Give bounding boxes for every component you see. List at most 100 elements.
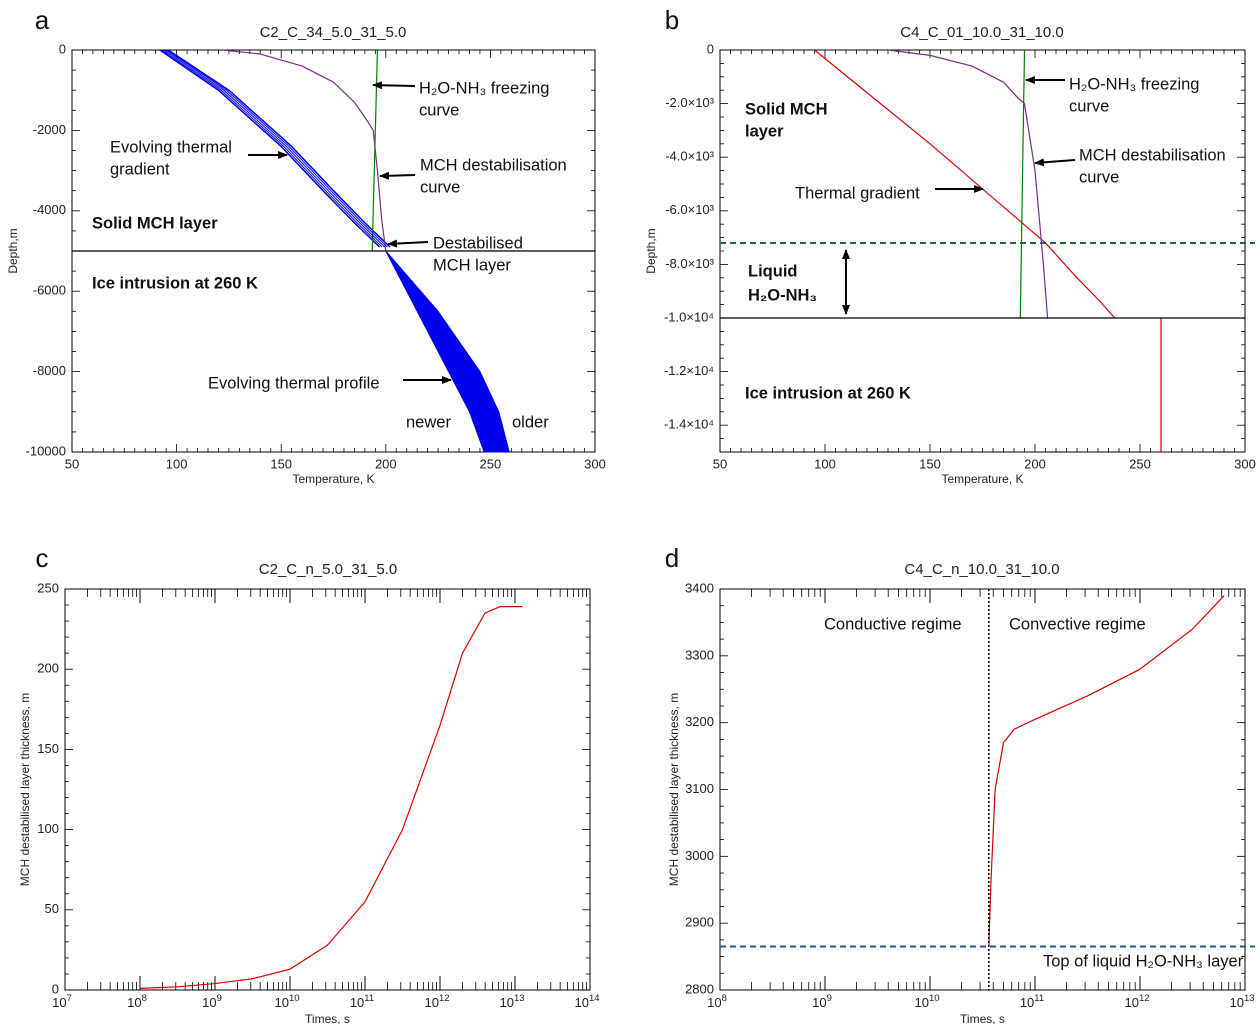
x-tick-label: 50 bbox=[65, 456, 79, 471]
series-line-2 bbox=[887, 49, 1049, 319]
annotation-destab: MCH destabilisation bbox=[420, 156, 567, 174]
x-axis-label: Times, s bbox=[960, 1012, 1005, 1024]
y-tick-label: 2800 bbox=[685, 981, 714, 996]
annotation-conv: Convective regime bbox=[1009, 615, 1146, 633]
annotation-grad: gradient bbox=[110, 160, 170, 178]
y-axis: 0 -2000 -4000 -6000 -8000 -10000 bbox=[26, 41, 595, 458]
y-tick-label: 3100 bbox=[685, 781, 714, 796]
x-tick-label: 107 bbox=[52, 993, 72, 1011]
y-tick-label: 0 bbox=[59, 41, 66, 56]
chart-title: C2_C_n_5.0_31_5.0 bbox=[259, 561, 397, 578]
annotation-freezing: curve bbox=[1069, 97, 1109, 115]
y-tick-label: -1.0×10⁴ bbox=[664, 309, 714, 324]
y-axis-label: Depth,m bbox=[6, 228, 20, 273]
y-tick-label: -4.0×10³ bbox=[665, 149, 714, 164]
y-axis-label: MCH destabilised layer thickness, m bbox=[667, 693, 681, 886]
y-tick-label: -10000 bbox=[26, 443, 66, 458]
y-axis-label: MCH destabilised layer thickness, m bbox=[18, 693, 32, 886]
y-tick-label: -4000 bbox=[33, 202, 66, 217]
annotation-destab: curve bbox=[420, 178, 460, 196]
x-tick-label: 109 bbox=[812, 993, 832, 1011]
annotation-destab: MCH destabilisation bbox=[1079, 146, 1226, 164]
annotation-newer: newer bbox=[406, 413, 451, 431]
y-tick-label: 150 bbox=[37, 741, 59, 756]
panel-letter: d bbox=[665, 543, 679, 573]
annotation-profile: Evolving thermal profile bbox=[208, 374, 380, 392]
x-tick-label: 109 bbox=[202, 993, 222, 1011]
x-tick-label: 200 bbox=[1024, 456, 1046, 471]
annotation-freezing: H₂O-NH₃ freezing bbox=[419, 79, 550, 97]
panel-b: b C4_C_01_10.0_31_10.0 50 100 150 200 250 300 0 -… bbox=[644, 5, 1256, 486]
y-tick-label: 0 bbox=[707, 41, 714, 56]
x-tick-label: 100 bbox=[166, 456, 188, 471]
x-tick-label: 150 bbox=[270, 456, 292, 471]
annotation-solid: Solid MCH bbox=[745, 100, 828, 118]
series-line-3 bbox=[1019, 49, 1026, 319]
x-tick-label: 1012 bbox=[424, 993, 449, 1011]
x-tick-label: 1012 bbox=[1124, 993, 1149, 1011]
annotation-arrow bbox=[387, 239, 429, 248]
y-tick-label: 3200 bbox=[685, 714, 714, 729]
x-tick-label: 108 bbox=[127, 993, 147, 1011]
panel-a: a C2_C_34_5.0_31_5.0 50 100 150 200 250 300 0 -20… bbox=[6, 5, 606, 486]
y-tick-label: 3000 bbox=[685, 848, 714, 863]
y-tick-label: 3300 bbox=[685, 647, 714, 662]
y-tick-label: -6000 bbox=[33, 283, 66, 298]
panel-letter: c bbox=[36, 543, 49, 573]
x-axis: 50 100 150 200 250 300 bbox=[713, 50, 1256, 471]
chart-title: C2_C_34_5.0_31_5.0 bbox=[260, 24, 407, 41]
y-tick-label: -6.0×10³ bbox=[665, 202, 714, 217]
annotation-freezing: H₂O-NH₃ freezing bbox=[1069, 75, 1200, 93]
thermal-profile-band bbox=[385, 250, 510, 453]
annotation-dlayer: MCH layer bbox=[433, 256, 511, 274]
annotation-top: Top of liquid H₂O-NH₃ layer bbox=[1043, 952, 1244, 970]
series-line-0 bbox=[159, 49, 381, 248]
x-axis-label: Times, s bbox=[305, 1012, 350, 1024]
y-tick-label: -1.4×10⁴ bbox=[664, 417, 714, 432]
y-tick-label: 3400 bbox=[685, 580, 714, 595]
x-tick-label: 150 bbox=[919, 456, 941, 471]
y-tick-label: 100 bbox=[37, 821, 59, 836]
plot-frame bbox=[64, 588, 591, 991]
chart-title: C4_C_n_10.0_31_10.0 bbox=[904, 561, 1059, 578]
x-tick-label: 1010 bbox=[914, 993, 939, 1011]
series-line-0 bbox=[139, 606, 523, 989]
x-axis-label: Temperature, K bbox=[941, 472, 1023, 486]
series-line-1 bbox=[167, 49, 391, 248]
x-tick-label: 1011 bbox=[1020, 993, 1044, 1011]
x-tick-label: 300 bbox=[584, 456, 606, 471]
series-line-2 bbox=[222, 49, 387, 252]
x-tick-label: 1013 bbox=[499, 993, 524, 1011]
gradient-fill-line bbox=[165, 49, 388, 248]
annotation-freezing: curve bbox=[419, 101, 459, 119]
annotation-grad: Thermal gradient bbox=[795, 184, 920, 202]
x-tick-label: 250 bbox=[1129, 456, 1151, 471]
annotation-grad: Evolving thermal bbox=[110, 138, 232, 156]
annotation-ice: Ice intrusion at 260 K bbox=[92, 274, 258, 292]
y-tick-label: 2900 bbox=[685, 915, 714, 930]
panel-letter: a bbox=[35, 5, 50, 35]
annotation-cond: Conductive regime bbox=[824, 615, 962, 633]
series-line-3 bbox=[371, 49, 379, 252]
panel-letter: b bbox=[665, 5, 679, 35]
y-tick-label: -2000 bbox=[33, 122, 66, 137]
x-tick-label: 108 bbox=[707, 993, 727, 1011]
y-axis-label: Depth,m bbox=[644, 228, 658, 273]
gradient-fill-line bbox=[161, 49, 383, 248]
y-tick-label: 50 bbox=[45, 901, 59, 916]
x-tick-label: 250 bbox=[480, 456, 502, 471]
x-tick-label: 100 bbox=[814, 456, 836, 471]
series-line-0 bbox=[988, 595, 1225, 947]
annotation-liquid: H₂O-NH₃ bbox=[748, 286, 817, 304]
x-axis: 50 100 150 200 250 300 bbox=[65, 50, 606, 471]
y-tick-label: -1.2×10⁴ bbox=[664, 363, 714, 378]
x-tick-label: 200 bbox=[375, 456, 397, 471]
y-tick-label: 200 bbox=[37, 661, 59, 676]
y-tick-label: 0 bbox=[52, 981, 59, 996]
y-tick-label: -8000 bbox=[33, 363, 66, 378]
y-tick-label: -2.0×10³ bbox=[665, 95, 714, 110]
annotation-solid: Solid MCH layer bbox=[92, 214, 218, 232]
